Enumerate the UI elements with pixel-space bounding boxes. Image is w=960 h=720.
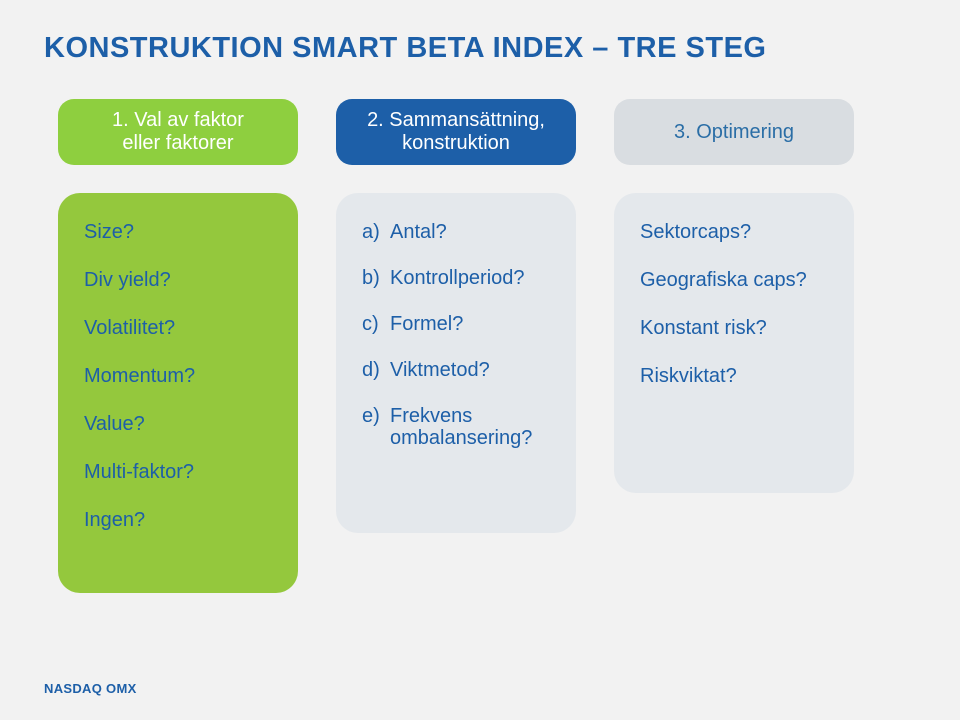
col-1-factors: Size? Div yield? Volatilitet? Momentum? … (58, 193, 298, 593)
list-item: d) Viktmetod? (362, 359, 550, 381)
page-title: KONSTRUKTION SMART BETA INDEX – TRE STEG (44, 32, 916, 65)
list-item: Riskviktat? (640, 365, 828, 387)
item-label: b) (362, 267, 390, 289)
item-label: d) (362, 359, 390, 381)
list-item: Geografiska caps? (640, 269, 828, 291)
col-3-optimization: Sektorcaps? Geografiska caps? Konstant r… (614, 193, 854, 493)
item-label: a) (362, 221, 390, 243)
item-text: Formel? (390, 313, 550, 335)
item-text: Viktmetod? (390, 359, 550, 381)
list-item: a) Antal? (362, 221, 550, 243)
step-1-box: 1. Val av faktor eller faktorer (58, 99, 298, 165)
list-item: Multi-faktor? (84, 461, 272, 483)
list-item: Volatilitet? (84, 317, 272, 339)
col-2-construction: a) Antal? b) Kontrollperiod? c) Formel? … (336, 193, 576, 533)
top-row: 1. Val av faktor eller faktorer 2. Samma… (58, 99, 916, 165)
slide: KONSTRUKTION SMART BETA INDEX – TRE STEG… (0, 0, 960, 720)
footer-brand: NASDAQ OMX (44, 681, 137, 696)
list-item: Div yield? (84, 269, 272, 291)
list-item: Value? (84, 413, 272, 435)
list-item: c) Formel? (362, 313, 550, 335)
list-item: e) Frekvens ombalansering? (362, 405, 550, 449)
step-2-box: 2. Sammansättning, konstruktion (336, 99, 576, 165)
item-text: Kontrollperiod? (390, 267, 550, 289)
step-3-box: 3. Optimering (614, 99, 854, 165)
list-item: Size? (84, 221, 272, 243)
list-item: b) Kontrollperiod? (362, 267, 550, 289)
list-item: Sektorcaps? (640, 221, 828, 243)
item-text: Frekvens ombalansering? (390, 405, 550, 449)
item-label: c) (362, 313, 390, 335)
item-label: e) (362, 405, 390, 449)
columns-row: Size? Div yield? Volatilitet? Momentum? … (58, 193, 916, 593)
item-text: Antal? (390, 221, 550, 243)
list-item: Konstant risk? (640, 317, 828, 339)
list-item: Ingen? (84, 509, 272, 531)
list-item: Momentum? (84, 365, 272, 387)
